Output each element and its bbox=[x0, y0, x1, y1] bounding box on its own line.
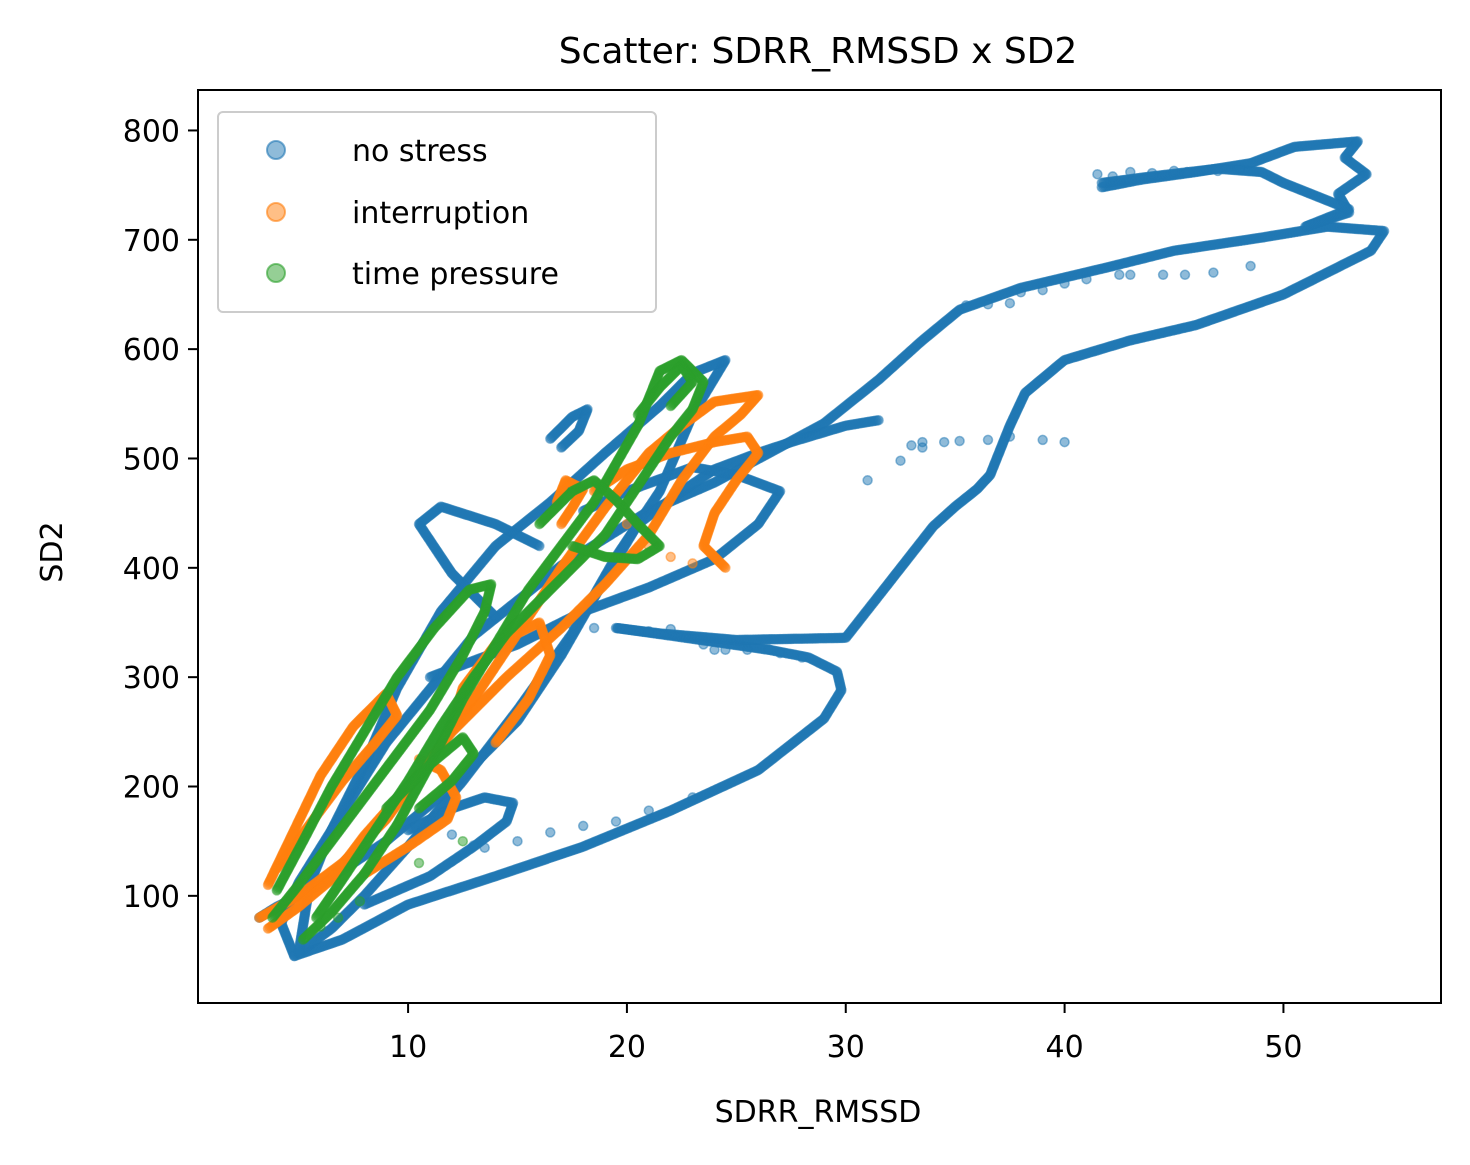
point-no-stress bbox=[610, 816, 622, 827]
point-no-stress bbox=[1245, 260, 1256, 272]
point-no-stress bbox=[1125, 166, 1136, 178]
point-no-stress bbox=[763, 644, 775, 656]
point-no-stress bbox=[1037, 284, 1048, 296]
point-no-stress bbox=[1181, 166, 1193, 178]
point-no-stress bbox=[709, 644, 720, 656]
point-no-stress bbox=[468, 840, 479, 851]
point-no-stress bbox=[1059, 278, 1070, 289]
point-no-stress bbox=[643, 805, 655, 816]
point-no-stress bbox=[1107, 171, 1118, 182]
point-no-stress bbox=[545, 827, 556, 838]
point-no-stress bbox=[512, 835, 523, 847]
point-no-stress bbox=[1146, 167, 1158, 179]
point-no-stress bbox=[954, 435, 965, 447]
point-no-stress bbox=[917, 442, 928, 453]
point-no-stress bbox=[1212, 165, 1224, 177]
point-no-stress bbox=[960, 300, 972, 311]
point-no-stress bbox=[556, 442, 567, 453]
point-no-stress bbox=[665, 623, 676, 635]
point-no-stress bbox=[446, 829, 458, 840]
point-no-stress bbox=[687, 792, 698, 803]
point-no-stress bbox=[1092, 168, 1103, 180]
point-no-stress bbox=[1179, 269, 1191, 281]
point-no-stress bbox=[774, 647, 786, 659]
point-no-stress bbox=[742, 644, 753, 656]
point-no-stress bbox=[982, 299, 994, 310]
point-no-stress bbox=[895, 455, 906, 466]
data-points bbox=[254, 136, 1390, 962]
point-no-stress bbox=[1168, 165, 1180, 177]
point-no-stress bbox=[1114, 269, 1125, 281]
point-no-stress bbox=[293, 947, 304, 958]
point-no-stress bbox=[1125, 269, 1136, 281]
chart-title: Scatter: SDRR_RMSSD x SD2 bbox=[559, 31, 1078, 72]
point-no-stress bbox=[402, 824, 414, 836]
point-no-stress bbox=[1037, 434, 1048, 446]
point-no-stress bbox=[1234, 163, 1245, 174]
point-no-stress bbox=[588, 622, 600, 634]
series-interruption bbox=[254, 389, 764, 934]
point-no-stress bbox=[577, 820, 589, 832]
point-no-stress bbox=[938, 436, 950, 448]
point-no-stress bbox=[1157, 269, 1169, 281]
point-no-stress bbox=[534, 540, 545, 552]
point-no-stress bbox=[479, 842, 490, 853]
point-no-stress bbox=[982, 434, 994, 446]
point-no-stress bbox=[698, 639, 709, 650]
point-no-stress bbox=[862, 475, 873, 486]
point-no-stress bbox=[1208, 267, 1219, 278]
point-no-stress bbox=[906, 440, 917, 451]
point-no-stress bbox=[796, 652, 808, 663]
point-no-stress bbox=[1004, 431, 1016, 442]
point-no-stress bbox=[720, 644, 731, 656]
point-no-stress bbox=[1096, 177, 1108, 189]
point-no-stress bbox=[1004, 297, 1016, 309]
point-no-stress bbox=[643, 625, 655, 637]
point-no-stress bbox=[1059, 436, 1070, 448]
point-no-stress bbox=[873, 414, 884, 426]
point-no-stress bbox=[1081, 273, 1092, 285]
point-no-stress bbox=[1015, 287, 1027, 298]
